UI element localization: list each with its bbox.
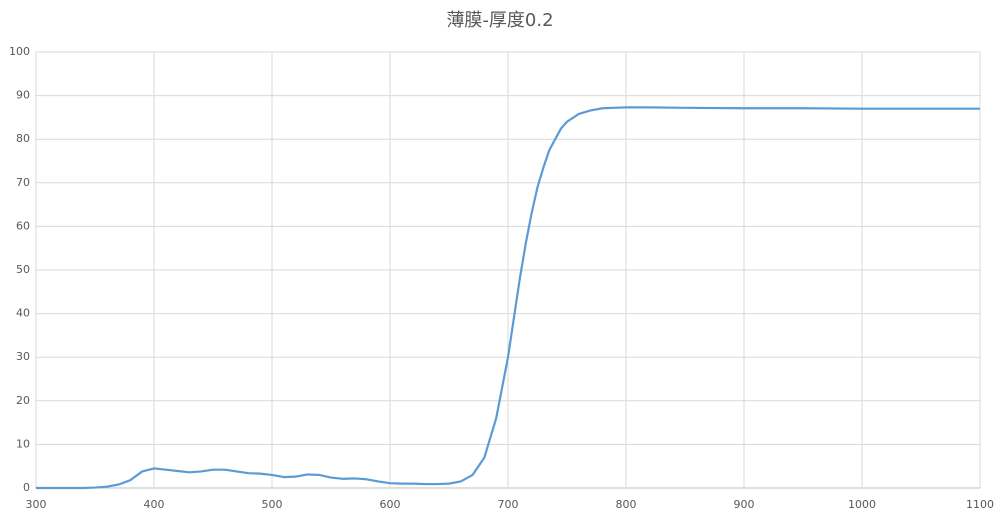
x-tick-label: 600 <box>380 498 401 511</box>
x-tick-label: 400 <box>144 498 165 511</box>
y-tick-label: 50 <box>16 263 30 276</box>
y-tick-label: 30 <box>16 350 30 363</box>
y-tick-label: 60 <box>16 219 30 232</box>
x-tick-label: 1100 <box>966 498 994 511</box>
y-tick-label: 20 <box>16 394 30 407</box>
chart-title: 薄膜-厚度0.2 <box>446 10 553 31</box>
y-tick-label: 0 <box>23 481 30 494</box>
x-tick-label: 1000 <box>848 498 876 511</box>
x-tick-label: 900 <box>734 498 755 511</box>
x-tick-label: 300 <box>26 498 47 511</box>
y-tick-label: 40 <box>16 307 30 320</box>
data-line <box>36 106 980 490</box>
x-tick-label: 500 <box>262 498 283 511</box>
y-tick-label: 100 <box>9 45 30 58</box>
y-tick-label: 80 <box>16 132 30 145</box>
y-tick-label: 70 <box>16 176 30 189</box>
x-tick-label: 700 <box>498 498 519 511</box>
y-tick-label: 90 <box>16 89 30 102</box>
y-tick-label: 10 <box>16 437 30 450</box>
x-tick-label: 800 <box>616 498 637 511</box>
